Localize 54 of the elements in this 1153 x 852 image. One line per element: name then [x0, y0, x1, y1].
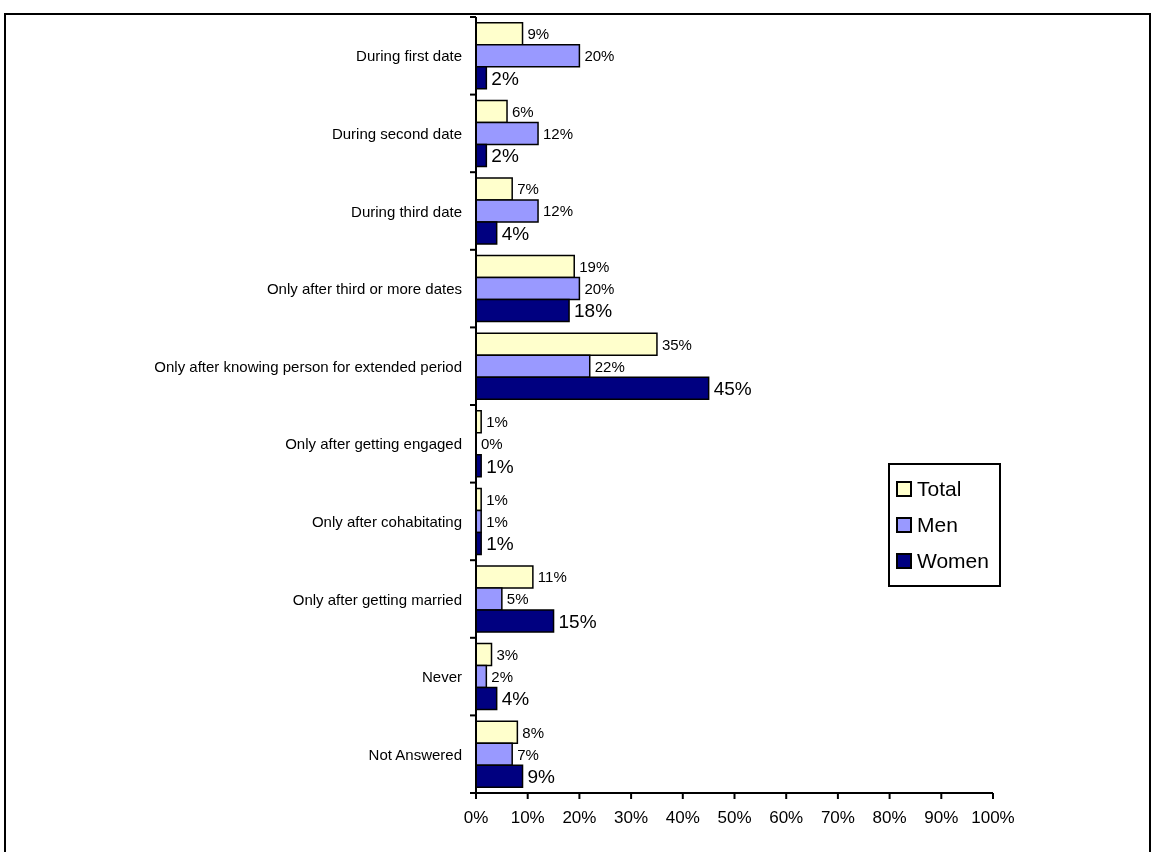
data-label: 1%	[486, 490, 508, 508]
data-label: 12%	[543, 124, 574, 142]
x-tick-label: 70%	[820, 808, 855, 828]
data-label: 15%	[558, 610, 597, 632]
y-tick-label: Not Answered	[368, 745, 462, 763]
data-label: 12%	[543, 202, 574, 220]
x-tick-label: 40%	[665, 808, 700, 828]
legend-label: Total	[917, 477, 962, 501]
y-tick-label: During second date	[331, 124, 462, 142]
data-label: 2%	[491, 67, 519, 89]
x-tick-label: 10%	[510, 808, 545, 828]
data-label: 11%	[537, 568, 567, 586]
data-label: 7%	[517, 745, 539, 763]
y-tick-label: During first date	[356, 47, 462, 65]
data-label: 0%	[481, 435, 503, 453]
legend-label: Women	[917, 549, 989, 573]
x-tick-label: 100%	[971, 808, 1015, 828]
data-label: 20%	[584, 279, 615, 297]
x-tick-label: 50%	[717, 808, 752, 828]
data-label: 18%	[574, 300, 613, 322]
y-tick-label: During third date	[351, 202, 462, 220]
data-label: 45%	[713, 377, 752, 399]
x-tick-label: 30%	[614, 808, 649, 828]
x-tick-label: 80%	[872, 808, 907, 828]
y-tick-label: Never	[421, 668, 462, 686]
y-tick-label: Only after third or more dates	[266, 280, 462, 298]
data-label: 22%	[594, 357, 625, 375]
x-tick-label: 0%	[463, 808, 489, 828]
data-label: 9%	[527, 25, 550, 43]
y-tick-label: Only after getting engaged	[285, 435, 462, 453]
y-tick-label: Only after getting married	[292, 590, 462, 608]
data-label: 3%	[496, 645, 519, 663]
data-label: 2%	[491, 145, 519, 167]
data-label: 6%	[512, 102, 534, 120]
data-label: 19%	[579, 257, 610, 275]
data-label: 20%	[584, 47, 615, 65]
data-label: 35%	[661, 335, 692, 353]
y-tick-label: Only after cohabitating	[311, 512, 462, 530]
data-label: 1%	[486, 512, 508, 530]
x-tick-label: 20%	[562, 808, 597, 828]
legend-label: Men	[917, 513, 958, 537]
y-tick-label: Only after knowing person for extended period	[154, 357, 462, 375]
data-label: 8%	[522, 723, 545, 741]
data-label: 7%	[517, 180, 539, 198]
x-tick-label: 60%	[769, 808, 804, 828]
x-tick-label: 90%	[924, 808, 959, 828]
data-label: 5%	[506, 590, 529, 608]
data-label: 4%	[501, 222, 530, 244]
data-label: 9%	[527, 765, 556, 787]
data-label: 2%	[491, 667, 514, 685]
data-label: 1%	[486, 413, 508, 431]
data-label: 1%	[486, 533, 514, 555]
data-label: 4%	[501, 688, 530, 710]
data-label: 1%	[486, 455, 514, 477]
